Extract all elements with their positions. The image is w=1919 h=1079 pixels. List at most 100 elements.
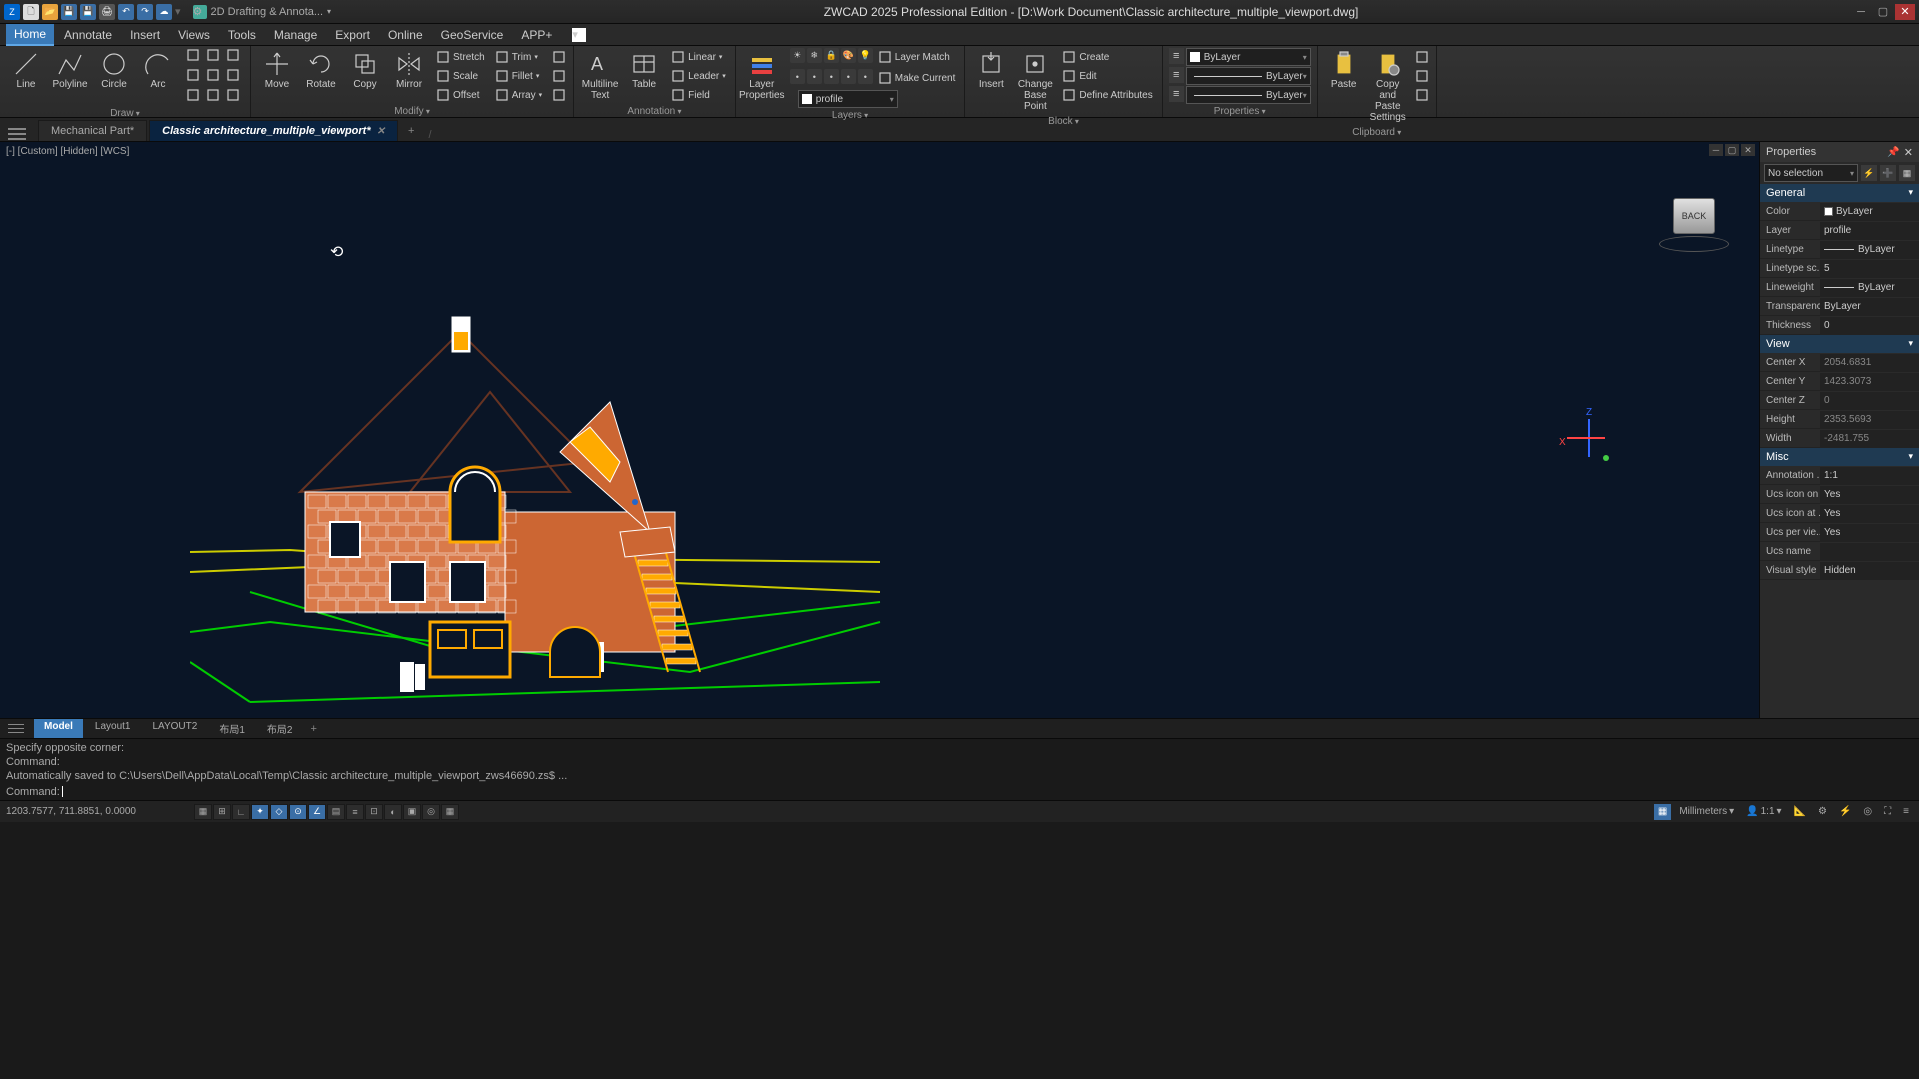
prop-combo-ltype[interactable]: ByLayer▾ (1186, 67, 1311, 85)
status-toggle-grid[interactable]: ▦ (194, 804, 212, 820)
paste-button[interactable]: Paste (1324, 48, 1364, 92)
minimize-button[interactable]: ─ (1851, 4, 1871, 20)
maximize-button[interactable]: ▢ (1873, 4, 1893, 20)
status-toggle-cyc[interactable]: ◎ (422, 804, 440, 820)
panel-title-clipboard[interactable]: Clipboard (1324, 125, 1430, 140)
layer-tool-0[interactable]: ☀ (790, 48, 805, 63)
props-section-view[interactable]: View▾ (1760, 335, 1919, 353)
undo-icon[interactable]: ↶ (118, 4, 134, 20)
layer-tool-4[interactable]: 💡 (858, 48, 873, 63)
field-button[interactable]: Field (668, 86, 729, 104)
b-button[interactable] (1412, 86, 1430, 104)
brush3-button[interactable] (549, 86, 567, 104)
prop-value[interactable]: 0 (1820, 317, 1919, 334)
prop-value[interactable]: ByLayer (1820, 241, 1919, 258)
print-icon[interactable]: 🖨 (99, 4, 115, 20)
layer-match-button[interactable]: Layer Match (875, 48, 953, 66)
prop-value[interactable]: ByLayer (1820, 203, 1919, 220)
layout-tab[interactable]: 布局1 (209, 719, 255, 738)
status-toggle-osnap[interactable]: ◇ (270, 804, 288, 820)
prop-value[interactable]: ByLayer (1820, 279, 1919, 296)
isolate-icon[interactable]: ◎ (1859, 804, 1876, 820)
layer-tool-b4[interactable]: • (858, 69, 873, 84)
draw-small-4[interactable] (206, 68, 224, 86)
vp-minimize-button[interactable]: ─ (1709, 144, 1723, 156)
panel-title-block[interactable]: Block (971, 114, 1155, 129)
prop-value[interactable] (1820, 543, 1919, 560)
ucs-gizmo[interactable]: Z X (1559, 407, 1619, 467)
prop-value[interactable]: Yes (1820, 486, 1919, 503)
layer-tool-b0[interactable]: • (790, 69, 805, 84)
prop-value[interactable]: 5 (1820, 260, 1919, 277)
copy-and-paste-settings-button[interactable]: Copy and PasteSettings (1368, 48, 1408, 125)
layer-tool-b2[interactable]: • (824, 69, 839, 84)
multiline-text-button[interactable]: AMultilineText (580, 48, 620, 103)
match-button[interactable] (1412, 48, 1430, 66)
stretch-button[interactable]: Stretch (433, 48, 488, 66)
prop-combo-color[interactable]: ByLayer▾ (1186, 48, 1311, 66)
annoscale-icon[interactable]: 📐 (1790, 804, 1810, 820)
clean-screen-icon[interactable]: ⛶ (1880, 804, 1895, 820)
hardware-accel-icon[interactable]: ⚡ (1835, 804, 1855, 820)
vp-close-button[interactable]: ✕ (1741, 144, 1755, 156)
units-display[interactable]: Millimeters ▾ (1675, 804, 1738, 820)
add-layout-button[interactable]: + (304, 721, 322, 737)
status-toggle-am[interactable]: ▦ (441, 804, 459, 820)
status-toggle-qs[interactable]: ◐ (384, 804, 402, 820)
trim-button[interactable]: Trim ▾ (492, 48, 545, 66)
draw-small-2[interactable] (226, 48, 244, 66)
prop-value[interactable]: profile (1820, 222, 1919, 239)
status-toggle-lwt[interactable]: ≡ (346, 804, 364, 820)
model-space-button[interactable]: ▦ (1654, 804, 1671, 820)
line-button[interactable]: Line (6, 48, 46, 92)
scale-button[interactable]: Scale (433, 67, 488, 85)
prop-pre-2[interactable]: ≡ (1169, 86, 1184, 102)
make-current-button[interactable]: Make Current (875, 69, 959, 87)
status-toggle-otrack[interactable]: ⊙ (289, 804, 307, 820)
arc-button[interactable]: Arc (138, 48, 178, 92)
layout-tab[interactable]: Layout1 (85, 719, 141, 738)
edit-button[interactable]: Edit (1059, 67, 1155, 85)
workspace-selector[interactable]: ⚙ 2D Drafting & Annota... ▾ (193, 5, 332, 19)
close-button[interactable]: ✕ (1895, 4, 1915, 20)
prop-value[interactable]: Hidden (1820, 562, 1919, 579)
status-toggle-ducs[interactable]: ∠ (308, 804, 326, 820)
prop-value[interactable]: 1:1 (1820, 467, 1919, 484)
fillet-button[interactable]: Fillet ▾ (492, 67, 545, 85)
layer-tool-1[interactable]: ❄ (807, 48, 822, 63)
workspace-switch-icon[interactable]: ⚙ (1814, 804, 1831, 820)
copy-button[interactable]: Copy (345, 48, 385, 92)
status-toggle-sel[interactable]: ▣ (403, 804, 421, 820)
cloud-icon[interactable]: ☁ (156, 4, 172, 20)
menu-annotate[interactable]: Annotate (56, 25, 120, 45)
linear-button[interactable]: Linear ▾ (668, 48, 729, 66)
viewport[interactable]: [-] [Custom] [Hidden] [WCS] ─ ▢ ✕ BACK Z… (0, 142, 1759, 718)
doctab-menu-icon[interactable] (8, 127, 26, 141)
selection-combo[interactable]: No selection ▾ (1764, 164, 1858, 182)
layout-tab[interactable]: LAYOUT2 (142, 719, 207, 738)
layout-tab[interactable]: 布局2 (257, 719, 303, 738)
props-section-misc[interactable]: Misc▾ (1760, 448, 1919, 466)
layer-properties-button[interactable]: LayerProperties (742, 48, 782, 103)
doctab[interactable]: Classic architecture_multiple_viewport*✕ (149, 120, 398, 141)
panel-title-annotation[interactable]: Annotation (580, 104, 729, 119)
pin-icon[interactable]: 📌 (1887, 147, 1899, 158)
properties-title-bar[interactable]: Properties 📌 ✕ (1760, 142, 1919, 162)
draw-small-6[interactable] (186, 88, 204, 106)
panel-title-properties[interactable]: Properties (1169, 104, 1311, 119)
status-toggle-ortho[interactable]: ∟ (232, 804, 250, 820)
draw-small-8[interactable] (226, 88, 244, 106)
saveas-icon[interactable]: 💾 (80, 4, 96, 20)
draw-small-0[interactable] (186, 48, 204, 66)
draw-small-1[interactable] (206, 48, 224, 66)
view-cube-ring[interactable] (1659, 236, 1729, 252)
layer-tool-b1[interactable]: • (807, 69, 822, 84)
panel-title-modify[interactable]: Modify (257, 104, 567, 119)
leader-button[interactable]: Leader ▾ (668, 67, 729, 85)
doctab[interactable]: Mechanical Part* (38, 120, 147, 141)
menu-app+[interactable]: APP+ (513, 25, 560, 45)
circle-button[interactable]: Circle (94, 48, 134, 92)
menu-home[interactable]: Home (6, 24, 54, 46)
selectobjects-icon[interactable]: ▦ (1899, 165, 1915, 181)
save-icon[interactable]: 💾 (61, 4, 77, 20)
